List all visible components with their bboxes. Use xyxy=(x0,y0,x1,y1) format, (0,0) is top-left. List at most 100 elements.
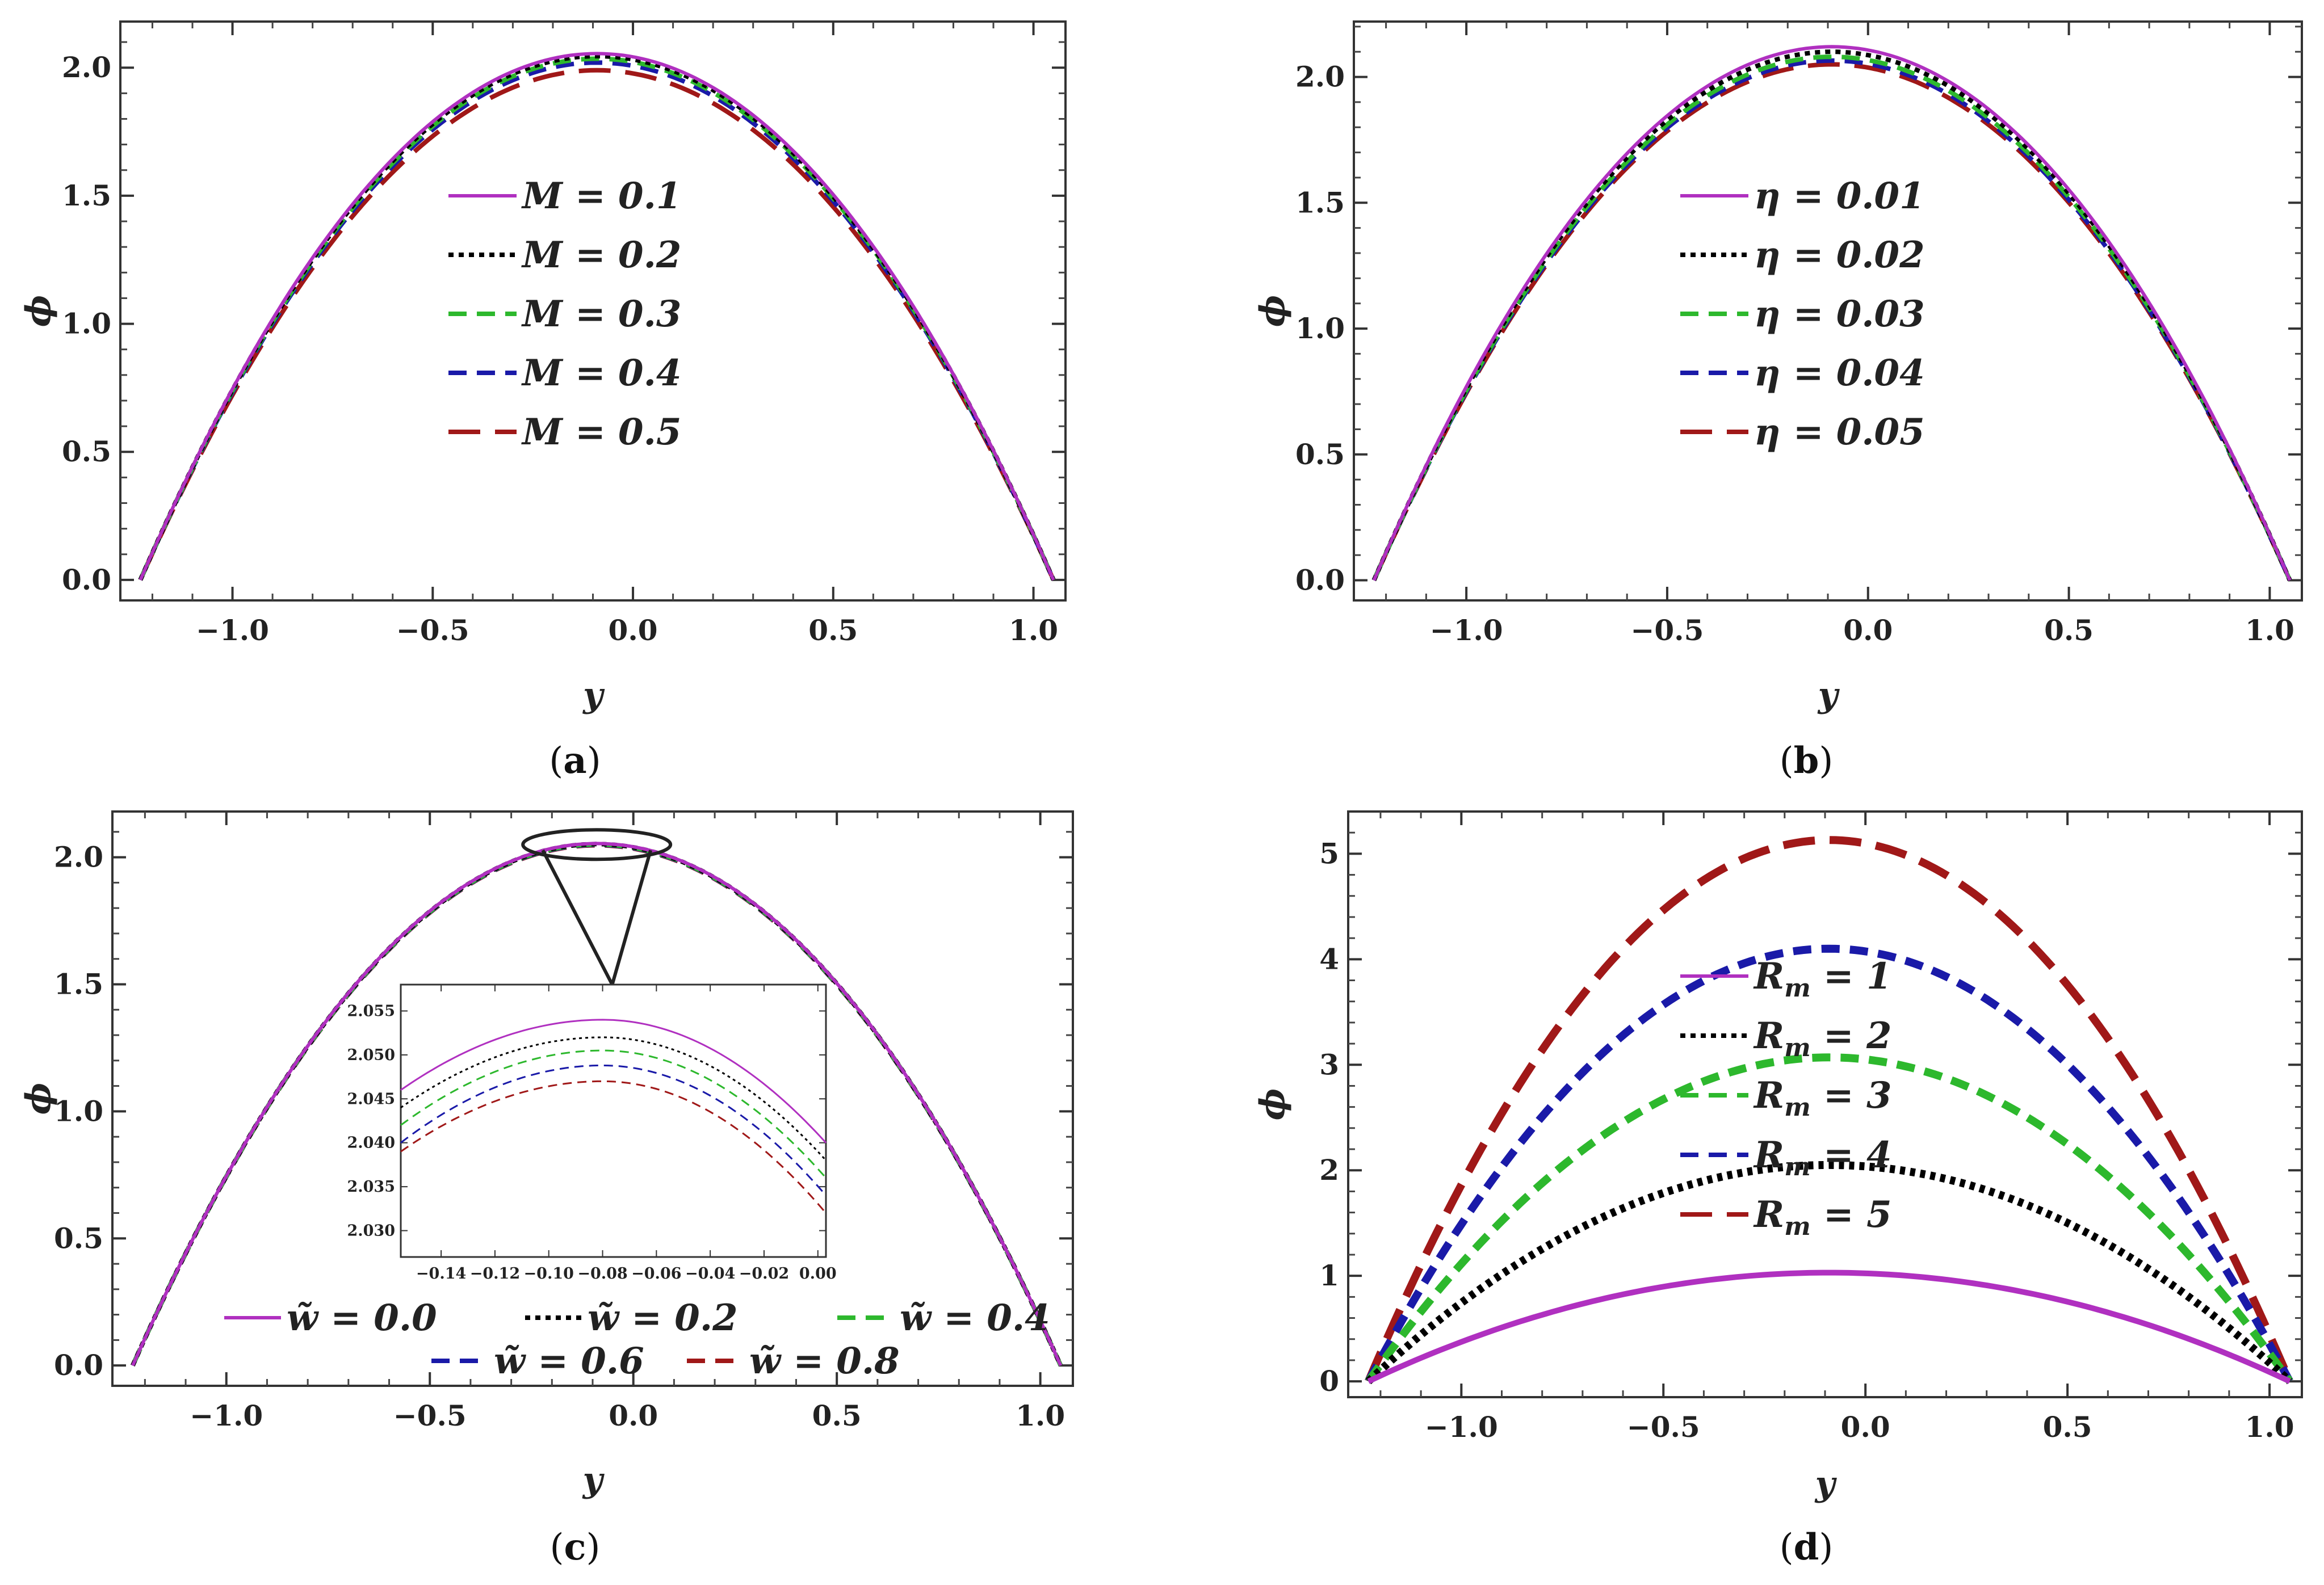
series-layer xyxy=(1371,45,2292,582)
series-line xyxy=(1365,944,2293,1384)
series-layer xyxy=(138,52,1056,581)
series-line xyxy=(1365,1053,2293,1384)
x-tick-label: 0.0 xyxy=(1843,613,1893,647)
y-tick-label: 0.5 xyxy=(62,435,111,468)
inset-series-line xyxy=(400,1065,827,1196)
x-tick-label: −0.5 xyxy=(1631,613,1704,647)
legend-entry: M = 0.4 xyxy=(521,352,681,394)
x-tick-label: 1.0 xyxy=(2245,1410,2294,1444)
legend-value: = 5 xyxy=(1811,1193,1892,1236)
x-tick-label: 0.5 xyxy=(808,613,858,647)
inset-frame xyxy=(400,983,827,1258)
series-line xyxy=(1367,1269,2291,1384)
legend-entry: M = 0.1 xyxy=(521,175,681,217)
inset-series-line xyxy=(400,1036,827,1161)
x-tick-label: 0.5 xyxy=(812,1399,862,1432)
x-tick-label: −1.0 xyxy=(196,613,269,647)
legend-entry: M = 0.2 xyxy=(521,234,681,276)
y-axis-label: ϕ xyxy=(1253,295,1293,327)
inset-y-tick-label: 2.055 xyxy=(347,1002,395,1020)
inset-x-tick-label: −0.10 xyxy=(524,1265,574,1283)
panel-a: −1.0 −0.5 0.0 0.5 1.0 0.0 0.5 1.0 1.5 2.0 y ϕ M = 0.… xyxy=(19,20,1067,715)
panel-label-a: (a) xyxy=(549,739,601,782)
y-tick-label: 0.5 xyxy=(1295,438,1345,471)
legend-subscript: m xyxy=(1784,1212,1811,1241)
legend-entry: η = 0.03 xyxy=(1754,293,1925,335)
legend-param: R xyxy=(1753,1193,1784,1236)
panel-letter-c: c xyxy=(564,1526,586,1569)
series-line xyxy=(131,842,1063,1367)
series-line xyxy=(139,52,1055,581)
inset-y-tick-label: 2.030 xyxy=(347,1222,395,1240)
panel-letter-a: a xyxy=(563,739,586,782)
x-tick-label: −0.5 xyxy=(393,1399,467,1432)
legend-entry: w̃ = 0.6 xyxy=(494,1340,644,1382)
legend-subscript: m xyxy=(1784,1093,1811,1122)
inset-y-tick-label: 2.050 xyxy=(347,1046,395,1064)
legend-entry: Rm = 5 xyxy=(1753,1193,1891,1241)
series-line xyxy=(1372,45,2292,581)
inset-y-tick-label: 2.045 xyxy=(347,1090,395,1108)
x-tick-label: 0.0 xyxy=(1841,1410,1890,1444)
y-tick-label: 2.0 xyxy=(62,51,111,84)
inset-x-tick-label: −0.08 xyxy=(577,1265,627,1283)
legend-entry: η = 0.04 xyxy=(1754,352,1925,394)
x-tick-label: 0.0 xyxy=(609,613,658,647)
legend-param: R xyxy=(1753,1015,1784,1057)
x-tick-label: −1.0 xyxy=(1430,613,1503,647)
y-tick-label: 4 xyxy=(1319,942,1339,976)
legend-entry: Rm = 4 xyxy=(1753,1134,1891,1182)
legend-value: = 4 xyxy=(1811,1134,1892,1176)
panel-label-d: (d) xyxy=(1780,1526,1834,1569)
legend-entry: Rm = 2 xyxy=(1753,1015,1891,1062)
y-tick-label: 0.5 xyxy=(54,1221,103,1255)
x-tick-label: −1.0 xyxy=(190,1399,263,1432)
x-tick-label: 0.5 xyxy=(2044,613,2094,647)
x-tick-label: −0.5 xyxy=(396,613,469,647)
legend-subscript: m xyxy=(1784,974,1811,1003)
series-line xyxy=(1365,1161,2293,1385)
inset-x-tick-label: −0.12 xyxy=(470,1265,520,1283)
series-layer xyxy=(1365,836,2294,1385)
y-tick-label: 2.0 xyxy=(1295,60,1345,94)
panel-letter-b: b xyxy=(1794,739,1819,782)
zoom-ellipse xyxy=(521,828,673,861)
legend-value: = 2 xyxy=(1811,1015,1892,1057)
legend-entry: M = 0.5 xyxy=(521,411,681,453)
x-tick-label: −1.0 xyxy=(1425,1410,1498,1444)
legend-param: R xyxy=(1753,1134,1784,1176)
y-tick-label: 0 xyxy=(1319,1364,1339,1398)
legend-entry: M = 0.3 xyxy=(521,293,681,335)
legend: η = 0.01 η = 0.02 η = 0.03 η = 0.04 η = 0.05 xyxy=(1680,175,1925,453)
y-tick-label: 1.5 xyxy=(1295,186,1345,219)
legend-entry: η = 0.02 xyxy=(1754,234,1925,276)
y-tick-label: 2.0 xyxy=(54,840,103,874)
x-tick-label: −0.5 xyxy=(1627,1410,1700,1444)
y-tick-label: 1 xyxy=(1319,1259,1339,1292)
x-axis-label: y xyxy=(582,675,605,715)
legend-entry: η = 0.05 xyxy=(1754,411,1925,453)
inset-x-tick-label: −0.02 xyxy=(739,1265,789,1283)
legend-subscript: m xyxy=(1784,1033,1811,1062)
x-axis-label: y xyxy=(1817,675,1840,715)
panel-letter-d: d xyxy=(1794,1526,1819,1569)
legend-entry: w̃ = 0.0 xyxy=(287,1297,437,1339)
inset-x-tick-label: −0.14 xyxy=(416,1265,466,1283)
x-tick-label: 0.0 xyxy=(609,1399,658,1432)
x-tick-label: 1.0 xyxy=(1016,1399,1065,1432)
legend-entry: η = 0.01 xyxy=(1754,175,1925,217)
y-tick-label: 1.0 xyxy=(54,1094,103,1128)
y-axis-label: ϕ xyxy=(19,1083,58,1115)
x-axis-label: y xyxy=(582,1460,605,1500)
series-layer xyxy=(131,842,1063,1367)
inset-chart: −0.14 −0.12 −0.10 −0.08 −0.06 −0.04 −0.02 0.00 2… xyxy=(347,983,837,1283)
panel-b: −1.0 −0.5 0.0 0.5 1.0 0.0 0.5 1.0 1.5 2.0 y ϕ η = 0.… xyxy=(1253,20,2303,715)
x-axis-label: y xyxy=(1814,1464,1838,1504)
legend-value: = 1 xyxy=(1811,955,1892,998)
inset-x-tick-label: −0.06 xyxy=(631,1265,681,1283)
x-tick-label: 1.0 xyxy=(2245,613,2294,647)
legend-entry: w̃ = 0.4 xyxy=(900,1297,1050,1339)
